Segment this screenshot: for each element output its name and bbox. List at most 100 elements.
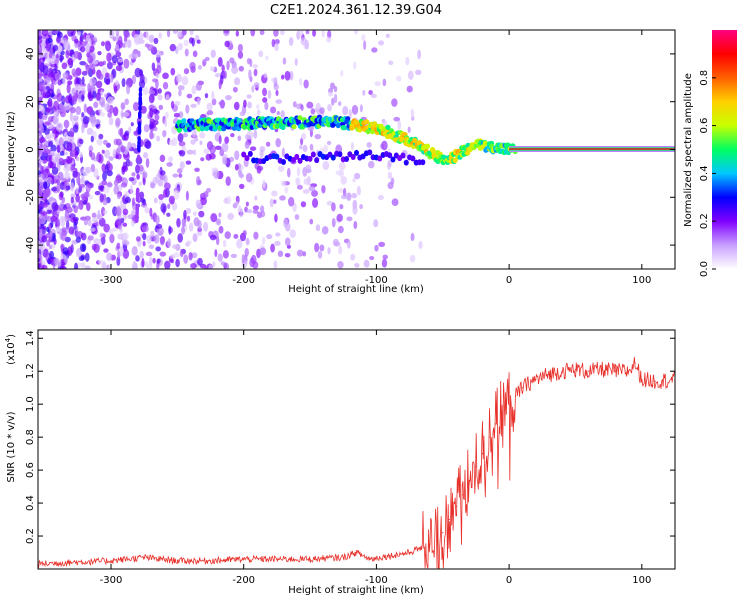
heatmap-cell: [302, 144, 308, 153]
heatmap-cell: [38, 170, 41, 175]
heatmap-cell: [38, 132, 42, 139]
heatmap-cell: [238, 65, 244, 72]
heatmap-cell: [214, 249, 218, 257]
heatmap-cell: [139, 73, 145, 84]
snr-point: [462, 494, 464, 496]
heatmap-cell: [167, 203, 171, 210]
heatmap-cell: [89, 227, 96, 232]
heatmap-cell: [106, 170, 113, 177]
heatmap-cell: [41, 235, 48, 243]
heatmap-cell: [292, 101, 297, 108]
heatmap-cell: [62, 97, 69, 103]
heatmap-cell: [181, 76, 189, 86]
snr-point: [209, 560, 212, 562]
heatmap-cell: [270, 243, 275, 253]
heatmap-cell: [287, 196, 295, 207]
heatmap-cell: [155, 173, 160, 184]
heatmap-cell: [72, 115, 79, 121]
heatmap-cell: [91, 59, 99, 65]
heatmap-cell: [262, 97, 268, 103]
heatmap-cell: [374, 81, 381, 87]
heatmap-cell: [291, 124, 297, 130]
heatmap-cell: [38, 104, 43, 112]
heatmap-cell: [303, 178, 309, 185]
heatmap-cell: [155, 215, 160, 225]
heatmap-cell: [62, 247, 69, 255]
heatmap-cell: [88, 150, 93, 158]
heatmap-cell: [49, 230, 53, 240]
heatmap-cell: [80, 174, 85, 183]
heatmap-cell: [97, 73, 104, 80]
heatmap-cell: [191, 37, 195, 47]
heatmap-cell: [103, 248, 109, 253]
heatmap-cell: [377, 155, 383, 162]
heatmap-cell: [248, 69, 252, 80]
snr-frame: [37, 329, 676, 570]
heatmap-cell: [218, 135, 222, 145]
heatmap-cell: [297, 115, 303, 121]
heatmap-cell: [114, 79, 120, 85]
heatmap-cell: [294, 57, 298, 66]
heatmap-cell: [250, 30, 256, 37]
snr-point: [389, 555, 391, 557]
heatmap-cell: [296, 184, 303, 190]
heatmap-cell: [97, 51, 102, 56]
heatmap-cell: [381, 258, 388, 268]
heatmap-cell: [104, 40, 111, 46]
heatmap-cell: [120, 145, 126, 153]
heatmap-cell: [61, 106, 67, 113]
y-tick-label: 20: [25, 95, 36, 108]
heatmap-cell: [150, 230, 155, 238]
heatmap-cell: [84, 62, 88, 67]
heatmap-cell: [98, 185, 105, 191]
heatmap-cell: [149, 207, 153, 217]
heatmap-cell: [390, 177, 395, 185]
snr-point: [634, 362, 636, 364]
heatmap-cell: [48, 154, 53, 162]
heatmap-cell: [91, 63, 96, 70]
heatmap-cell: [300, 201, 307, 208]
x-tick-label: -300: [100, 275, 123, 286]
heatmap-cell: [102, 198, 108, 206]
y-tick-label: 1.2: [25, 363, 36, 379]
heatmap-cell: [69, 106, 76, 114]
heatmap-cell: [168, 156, 174, 163]
heatmap-cell: [38, 35, 43, 40]
heatmap-cell: [76, 204, 82, 210]
heatmap-cell: [199, 126, 205, 132]
heatmap-cell: [188, 251, 193, 261]
heatmap-cell: [87, 82, 91, 93]
heatmap-cell: [172, 252, 180, 258]
heatmap-cell: [44, 121, 51, 126]
heatmap-cell: [180, 226, 186, 235]
heatmap-cell: [172, 173, 179, 178]
heatmap-cell: [116, 256, 121, 266]
heatmap-cell: [56, 182, 61, 193]
y-tick-label: 0.8: [25, 429, 36, 445]
heatmap-cell: [75, 236, 81, 243]
heatmap-cell: [96, 214, 103, 220]
heatmap-cell: [150, 182, 156, 189]
heatmap-cell: [105, 72, 110, 78]
heatmap-cell: [265, 55, 269, 61]
heatmap-cell: [223, 197, 229, 204]
heatmap-cell: [363, 40, 367, 51]
heatmap-cell: [274, 43, 279, 52]
heatmap-cell: [332, 238, 339, 246]
heatmap-cell: [81, 76, 85, 85]
heatmap-cell: [104, 163, 109, 174]
heatmap-cell: [133, 131, 139, 136]
heatmap-cell: [103, 210, 108, 215]
heatmap-cell: [135, 188, 140, 195]
heatmap-cell: [55, 122, 63, 132]
heatmap-cell: [106, 182, 113, 188]
heatmap-cell: [148, 256, 153, 267]
heatmap-cell: [374, 244, 379, 252]
heatmap-cell: [48, 244, 53, 250]
heatmap-cell: [482, 140, 488, 146]
heatmap-cell: [101, 149, 105, 154]
heatmap-cell: [59, 150, 65, 156]
heatmap-cell: [407, 70, 414, 81]
